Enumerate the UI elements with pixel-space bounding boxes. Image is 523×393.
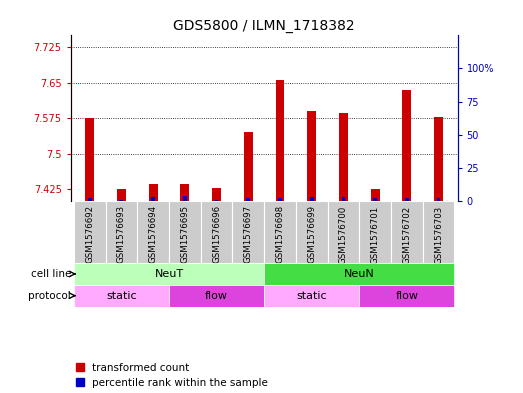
Bar (119, 200, 123, 201)
Bar (74, 201, 106, 263)
Bar (434, 117, 443, 201)
Bar (296, 201, 327, 263)
Bar (117, 189, 126, 201)
Text: GSM1576703: GSM1576703 (434, 205, 443, 264)
Text: GSM1576694: GSM1576694 (149, 205, 157, 263)
Legend: transformed count, percentile rank within the sample: transformed count, percentile rank withi… (76, 363, 268, 388)
Bar (169, 285, 264, 307)
Text: GSM1576699: GSM1576699 (307, 205, 316, 263)
Bar (85, 118, 94, 201)
Bar (402, 90, 411, 201)
Bar (437, 198, 440, 201)
Bar (264, 263, 454, 285)
Bar (327, 201, 359, 263)
Text: NeuT: NeuT (154, 269, 184, 279)
Text: GSM1576698: GSM1576698 (276, 205, 285, 263)
Bar (373, 198, 377, 201)
Text: GSM1576701: GSM1576701 (371, 205, 380, 264)
Bar (342, 197, 345, 201)
Bar (264, 201, 296, 263)
Text: GSM1576696: GSM1576696 (212, 205, 221, 263)
Bar (359, 285, 454, 307)
Bar (169, 201, 201, 263)
Bar (339, 114, 348, 201)
Bar (106, 201, 137, 263)
Bar (310, 197, 314, 201)
Bar (246, 198, 250, 201)
Bar (359, 201, 391, 263)
Bar (151, 197, 155, 201)
Bar (88, 198, 92, 201)
Text: static: static (297, 291, 327, 301)
Text: GSM1576700: GSM1576700 (339, 205, 348, 264)
Text: GSM1576692: GSM1576692 (85, 205, 94, 263)
Bar (137, 201, 169, 263)
Bar (183, 196, 187, 201)
Text: flow: flow (205, 291, 228, 301)
Bar (276, 80, 285, 201)
Text: GSM1576697: GSM1576697 (244, 205, 253, 263)
Bar (214, 200, 219, 201)
Bar (278, 198, 282, 201)
Bar (149, 184, 157, 201)
Text: protocol: protocol (28, 291, 71, 301)
Text: GSM1576693: GSM1576693 (117, 205, 126, 263)
Bar (244, 132, 253, 201)
Text: GSM1576695: GSM1576695 (180, 205, 189, 263)
Bar (423, 201, 454, 263)
Bar (212, 188, 221, 201)
Bar (180, 184, 189, 201)
Bar (405, 198, 409, 201)
Bar (201, 201, 232, 263)
Text: NeuN: NeuN (344, 269, 374, 279)
Text: GSM1576702: GSM1576702 (402, 205, 412, 264)
Bar (391, 201, 423, 263)
Bar (74, 285, 169, 307)
Bar (371, 189, 380, 201)
Text: cell line: cell line (31, 269, 71, 279)
Bar (307, 111, 316, 201)
Bar (232, 201, 264, 263)
Text: flow: flow (395, 291, 418, 301)
Text: static: static (106, 291, 137, 301)
Bar (264, 285, 359, 307)
Bar (74, 263, 264, 285)
Title: GDS5800 / ILMN_1718382: GDS5800 / ILMN_1718382 (173, 19, 355, 33)
